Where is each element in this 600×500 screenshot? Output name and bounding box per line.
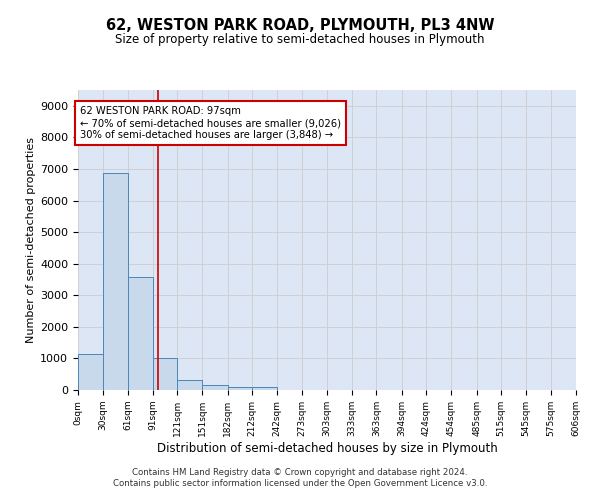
Bar bbox=[128, 278, 153, 390]
Text: 62 WESTON PARK ROAD: 97sqm
← 70% of semi-detached houses are smaller (9,026)
30%: 62 WESTON PARK ROAD: 97sqm ← 70% of semi… bbox=[80, 106, 341, 140]
Text: Contains HM Land Registry data © Crown copyright and database right 2024.
Contai: Contains HM Land Registry data © Crown c… bbox=[113, 468, 487, 487]
Bar bbox=[227, 386, 252, 390]
Text: 62, WESTON PARK ROAD, PLYMOUTH, PL3 4NW: 62, WESTON PARK ROAD, PLYMOUTH, PL3 4NW bbox=[106, 18, 494, 32]
Bar bbox=[103, 172, 128, 390]
Bar bbox=[202, 386, 227, 390]
Text: Size of property relative to semi-detached houses in Plymouth: Size of property relative to semi-detach… bbox=[115, 32, 485, 46]
Bar bbox=[252, 388, 277, 390]
Bar bbox=[178, 380, 202, 390]
X-axis label: Distribution of semi-detached houses by size in Plymouth: Distribution of semi-detached houses by … bbox=[157, 442, 497, 454]
Y-axis label: Number of semi-detached properties: Number of semi-detached properties bbox=[26, 137, 36, 343]
Bar bbox=[78, 354, 103, 390]
Bar bbox=[153, 358, 178, 390]
